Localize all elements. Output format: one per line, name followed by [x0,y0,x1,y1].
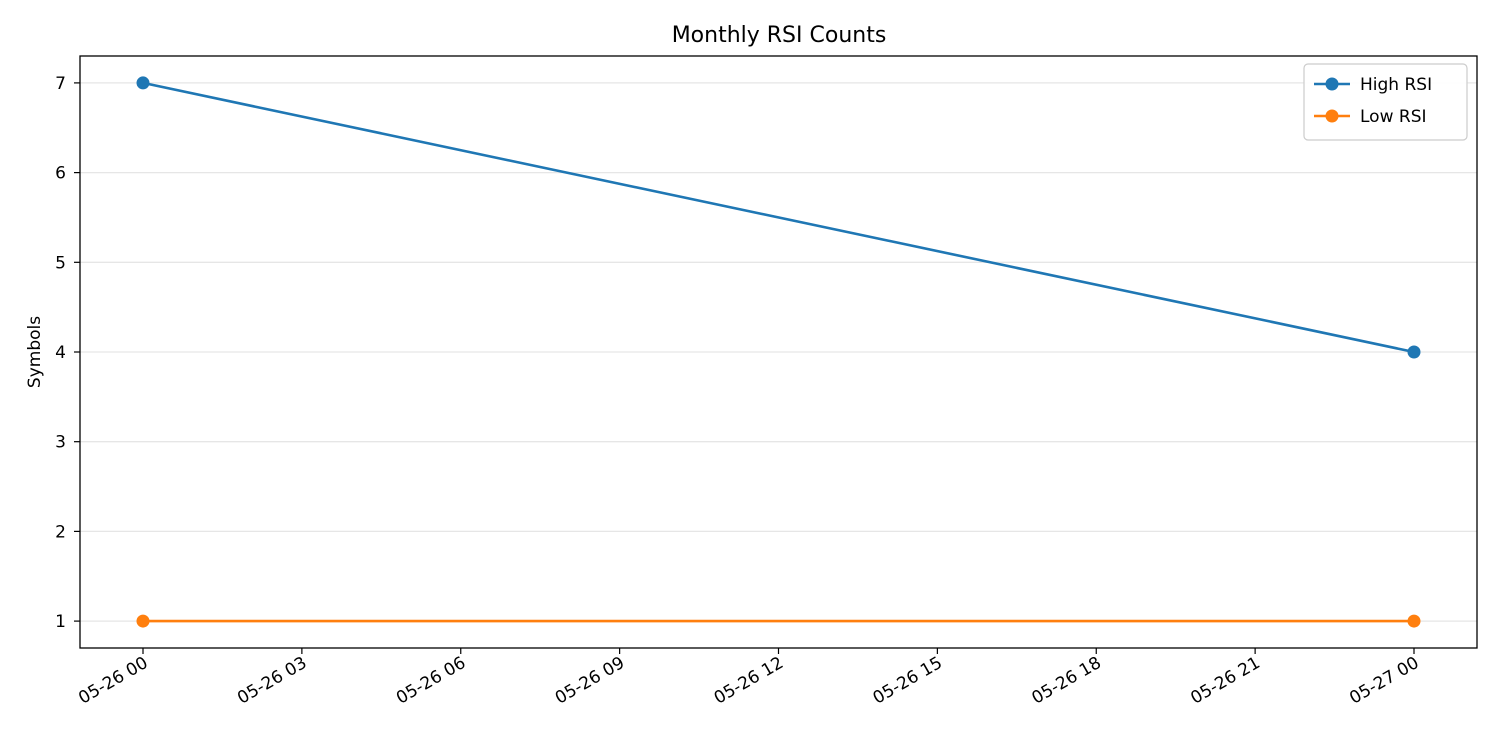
series-line-0 [142,81,1415,354]
x-axis: 05-26 00 05-26 03 05-26 06 05-26 09 05-26 12… [75,648,1423,709]
data-point-0-0 [136,76,150,90]
x-tick-label-6: 05-26 18 [1029,653,1105,709]
legend-marker-0 [1325,77,1339,91]
grid-lines [80,82,1477,622]
x-tick-label-0: 05-26 00 [75,653,151,709]
x-tick-label-5: 05-26 15 [870,653,946,709]
series-layer [136,76,1421,628]
y-tick-label-6: 6 [55,164,66,184]
legend-marker-1 [1325,109,1339,123]
y-axis-label: Symbols [25,316,45,388]
y-tick-label-3: 3 [55,433,66,453]
data-point-0-1 [1407,345,1421,359]
y-tick-label-5: 5 [55,253,66,273]
data-point-1-1 [1407,614,1421,628]
y-tick-label-2: 2 [55,522,66,542]
y-tick-label-1: 1 [55,612,66,632]
y-tick-label-7: 7 [55,74,66,94]
legend-label-0: High RSI [1360,75,1432,95]
x-tick-label-7: 05-26 21 [1187,653,1263,709]
x-tick-label-1: 05-26 03 [234,653,310,709]
y-axis: 1 2 3 4 5 6 7 [55,74,80,632]
x-tick-label-2: 05-26 06 [393,653,469,709]
chart-title: Monthly RSI Counts [672,23,887,48]
legend: High RSI Low RSI [1303,63,1468,141]
x-tick-label-8: 05-27 00 [1346,653,1422,709]
legend-label-1: Low RSI [1360,107,1427,127]
x-tick-label-3: 05-26 09 [552,653,628,709]
data-point-1-0 [136,614,150,628]
x-tick-label-4: 05-26 12 [711,653,787,709]
y-tick-label-4: 4 [55,343,66,363]
